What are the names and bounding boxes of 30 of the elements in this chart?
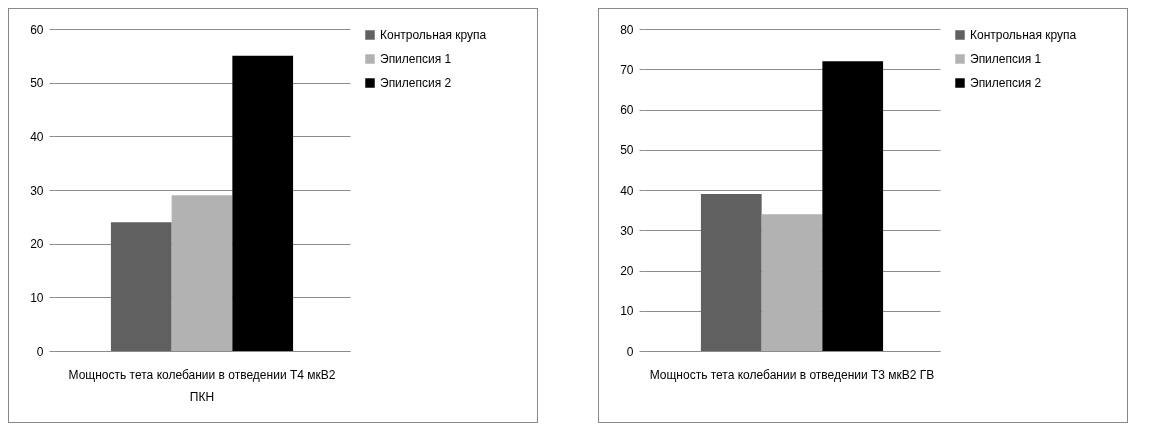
x-tick-label: Мощность тета колебании в отведении Т4 мкВ2 ПКН: [68, 367, 336, 404]
legend-label: Контрольная крупа: [970, 28, 1077, 42]
legend-label: Эпилепсия 1: [970, 52, 1042, 66]
y-tick-label: 70: [620, 62, 634, 77]
y-tick-label: 20: [620, 264, 634, 278]
bar: [110, 222, 172, 351]
y-tick-label: 10: [30, 290, 44, 305]
y-tick-label: 50: [30, 76, 44, 91]
y-tick-label: 40: [620, 183, 634, 198]
y-tick-label: 40: [30, 129, 44, 144]
legend-label: Эпилепсия 2: [380, 76, 452, 90]
y-tick-label: 60: [30, 22, 44, 37]
y-tick-label: 50: [620, 143, 634, 158]
y-tick-label: 30: [30, 183, 44, 198]
y-tick-label: 60: [620, 103, 634, 117]
bar: [232, 55, 294, 351]
y-tick-label: 80: [620, 22, 634, 37]
legend-label: Эпилепсия 1: [380, 52, 452, 66]
bar: [700, 194, 762, 351]
y-tick-label: 30: [620, 223, 634, 238]
y-tick-label: 20: [30, 237, 44, 252]
bar: [761, 214, 823, 351]
legend-label: Эпилепсия 2: [970, 76, 1042, 90]
bar: [822, 61, 884, 351]
x-tick-label: Мощность тета колебании в отведении Т3 мкВ2 ГВ: [649, 367, 935, 382]
bar: [171, 195, 233, 351]
legend-label: Контрольная крупа: [380, 28, 487, 42]
y-tick-label: 10: [620, 304, 634, 319]
y-tick-label: 0: [626, 344, 634, 359]
y-tick-label: 0: [36, 344, 44, 359]
